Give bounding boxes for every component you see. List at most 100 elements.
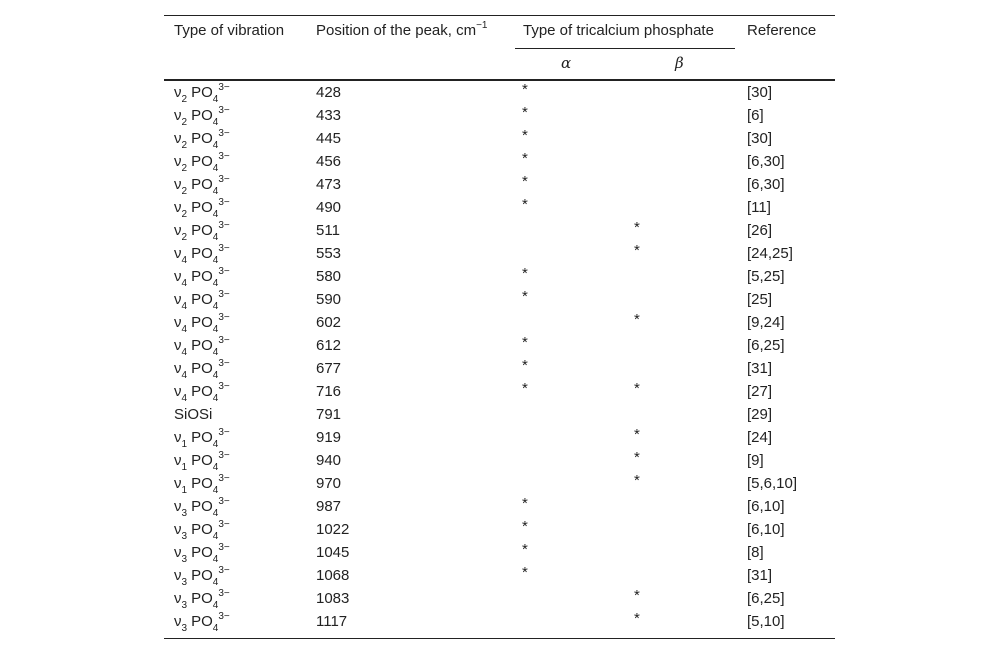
vibration-part: PO <box>191 521 213 538</box>
vibration-part: 3− <box>218 105 230 116</box>
alpha-mark: * <box>522 81 528 98</box>
alpha-mark: * <box>522 288 528 305</box>
vibration-part: 3 <box>181 508 188 519</box>
vibration-part: PO <box>191 314 213 331</box>
vibration-part: 3− <box>218 565 230 576</box>
alpha-mark: * <box>522 196 528 213</box>
reference-cell: [30] <box>747 130 773 147</box>
peak-cell: 473 <box>316 176 342 193</box>
vibration-part: 1 <box>181 485 188 496</box>
vibration-part: 1 <box>181 462 188 473</box>
vibration-part: ν <box>174 521 182 538</box>
vibration-part: 4 <box>212 370 219 381</box>
header-cell: α <box>561 54 572 72</box>
vibration-part: 3− <box>218 312 230 323</box>
vibration-part: ν <box>174 475 182 492</box>
alpha-mark: * <box>522 380 528 397</box>
reference-cell: [31] <box>747 567 773 584</box>
alpha-mark: * <box>522 541 528 558</box>
vibration-cell: ν3 PO43− <box>174 519 230 542</box>
vibration-part: ν <box>174 84 182 101</box>
vibration-part: 3− <box>218 427 230 438</box>
vibration-part: 4 <box>212 554 219 565</box>
vibration-part: SiOSi <box>174 406 213 423</box>
vibration-part: PO <box>191 84 213 101</box>
vibration-part: 3 <box>181 554 188 565</box>
vibration-part: 2 <box>181 94 188 105</box>
vibration-cell: ν3 PO43− <box>174 565 230 588</box>
vibration-part: 3− <box>218 588 230 599</box>
alpha-mark: * <box>522 334 528 351</box>
vibration-cell: ν4 PO43− <box>174 289 230 312</box>
reference-cell: [6] <box>747 107 764 124</box>
header-cell: Type of tricalcium phosphate <box>523 22 714 39</box>
vibration-part: ν <box>174 291 182 308</box>
vibration-cell: ν4 PO43− <box>174 335 230 358</box>
vibration-part: ν <box>174 360 182 377</box>
vibration-part: 1 <box>181 439 188 450</box>
vibration-part: 4 <box>212 301 219 312</box>
vibration-cell: ν2 PO43− <box>174 151 230 174</box>
vibration-part: 4 <box>212 209 219 220</box>
vibration-part: 3− <box>218 197 230 208</box>
beta-mark: * <box>634 587 640 604</box>
peak-cell: 490 <box>316 199 342 216</box>
vibration-cell: ν2 PO43− <box>174 174 230 197</box>
peak-cell: 456 <box>316 153 342 170</box>
peak-cell: 612 <box>316 337 342 354</box>
vibration-part: PO <box>191 383 213 400</box>
vibration-part: 4 <box>181 324 188 335</box>
reference-cell: [5,6,10] <box>747 475 798 492</box>
vibration-part: ν <box>174 383 182 400</box>
vibration-part: 3− <box>218 473 230 484</box>
reference-cell: [26] <box>747 222 773 239</box>
vibration-cell: SiOSi <box>174 406 212 424</box>
vibration-part: 2 <box>181 232 188 243</box>
vibration-part: ν <box>174 590 182 607</box>
header-cell: β <box>675 54 684 72</box>
vibration-part: PO <box>191 153 213 170</box>
vibration-cell: ν2 PO43− <box>174 128 230 151</box>
vibration-part: 2 <box>181 209 188 220</box>
reference-cell: [6,30] <box>747 176 785 193</box>
peak-cell: 1068 <box>316 567 350 584</box>
alpha-mark: * <box>522 564 528 581</box>
vibration-part: 4 <box>212 577 219 588</box>
vibration-part: 4 <box>181 278 188 289</box>
vibration-part: ν <box>174 107 182 124</box>
peak-cell: 580 <box>316 268 342 285</box>
vibration-part: PO <box>191 590 213 607</box>
beta-mark: * <box>634 242 640 259</box>
vibration-part: ν <box>174 268 182 285</box>
beta-mark: * <box>634 311 640 328</box>
vibration-part: 4 <box>212 232 219 243</box>
vibration-cell: ν2 PO43− <box>174 82 230 105</box>
vibration-part: PO <box>191 498 213 515</box>
peak-cell: 433 <box>316 107 342 124</box>
vibration-part: 3− <box>218 174 230 185</box>
vibration-cell: ν3 PO43− <box>174 542 230 565</box>
vibration-part: 3− <box>218 243 230 254</box>
vibration-cell: ν4 PO43− <box>174 381 230 404</box>
reference-cell: [6,10] <box>747 521 785 538</box>
vibration-part: 3− <box>218 496 230 507</box>
header-sup: −1 <box>476 20 488 31</box>
reference-cell: [24] <box>747 429 773 446</box>
beta-mark: * <box>634 219 640 236</box>
peak-cell: 791 <box>316 406 342 423</box>
vibration-part: 4 <box>181 301 188 312</box>
header-cell: Position of the peak, cm−1 <box>316 20 488 42</box>
header-rule <box>164 79 835 81</box>
vibration-part: 3− <box>218 381 230 392</box>
reference-cell: [5,25] <box>747 268 785 285</box>
peak-cell: 602 <box>316 314 342 331</box>
vibration-part: 3− <box>218 358 230 369</box>
vibration-part: ν <box>174 567 182 584</box>
vibration-part: 4 <box>212 163 219 174</box>
vibration-part: 4 <box>181 393 188 404</box>
reference-cell: [24,25] <box>747 245 793 262</box>
vibration-part: PO <box>191 245 213 262</box>
reference-cell: [6,25] <box>747 590 785 607</box>
vibration-part: PO <box>191 222 213 239</box>
